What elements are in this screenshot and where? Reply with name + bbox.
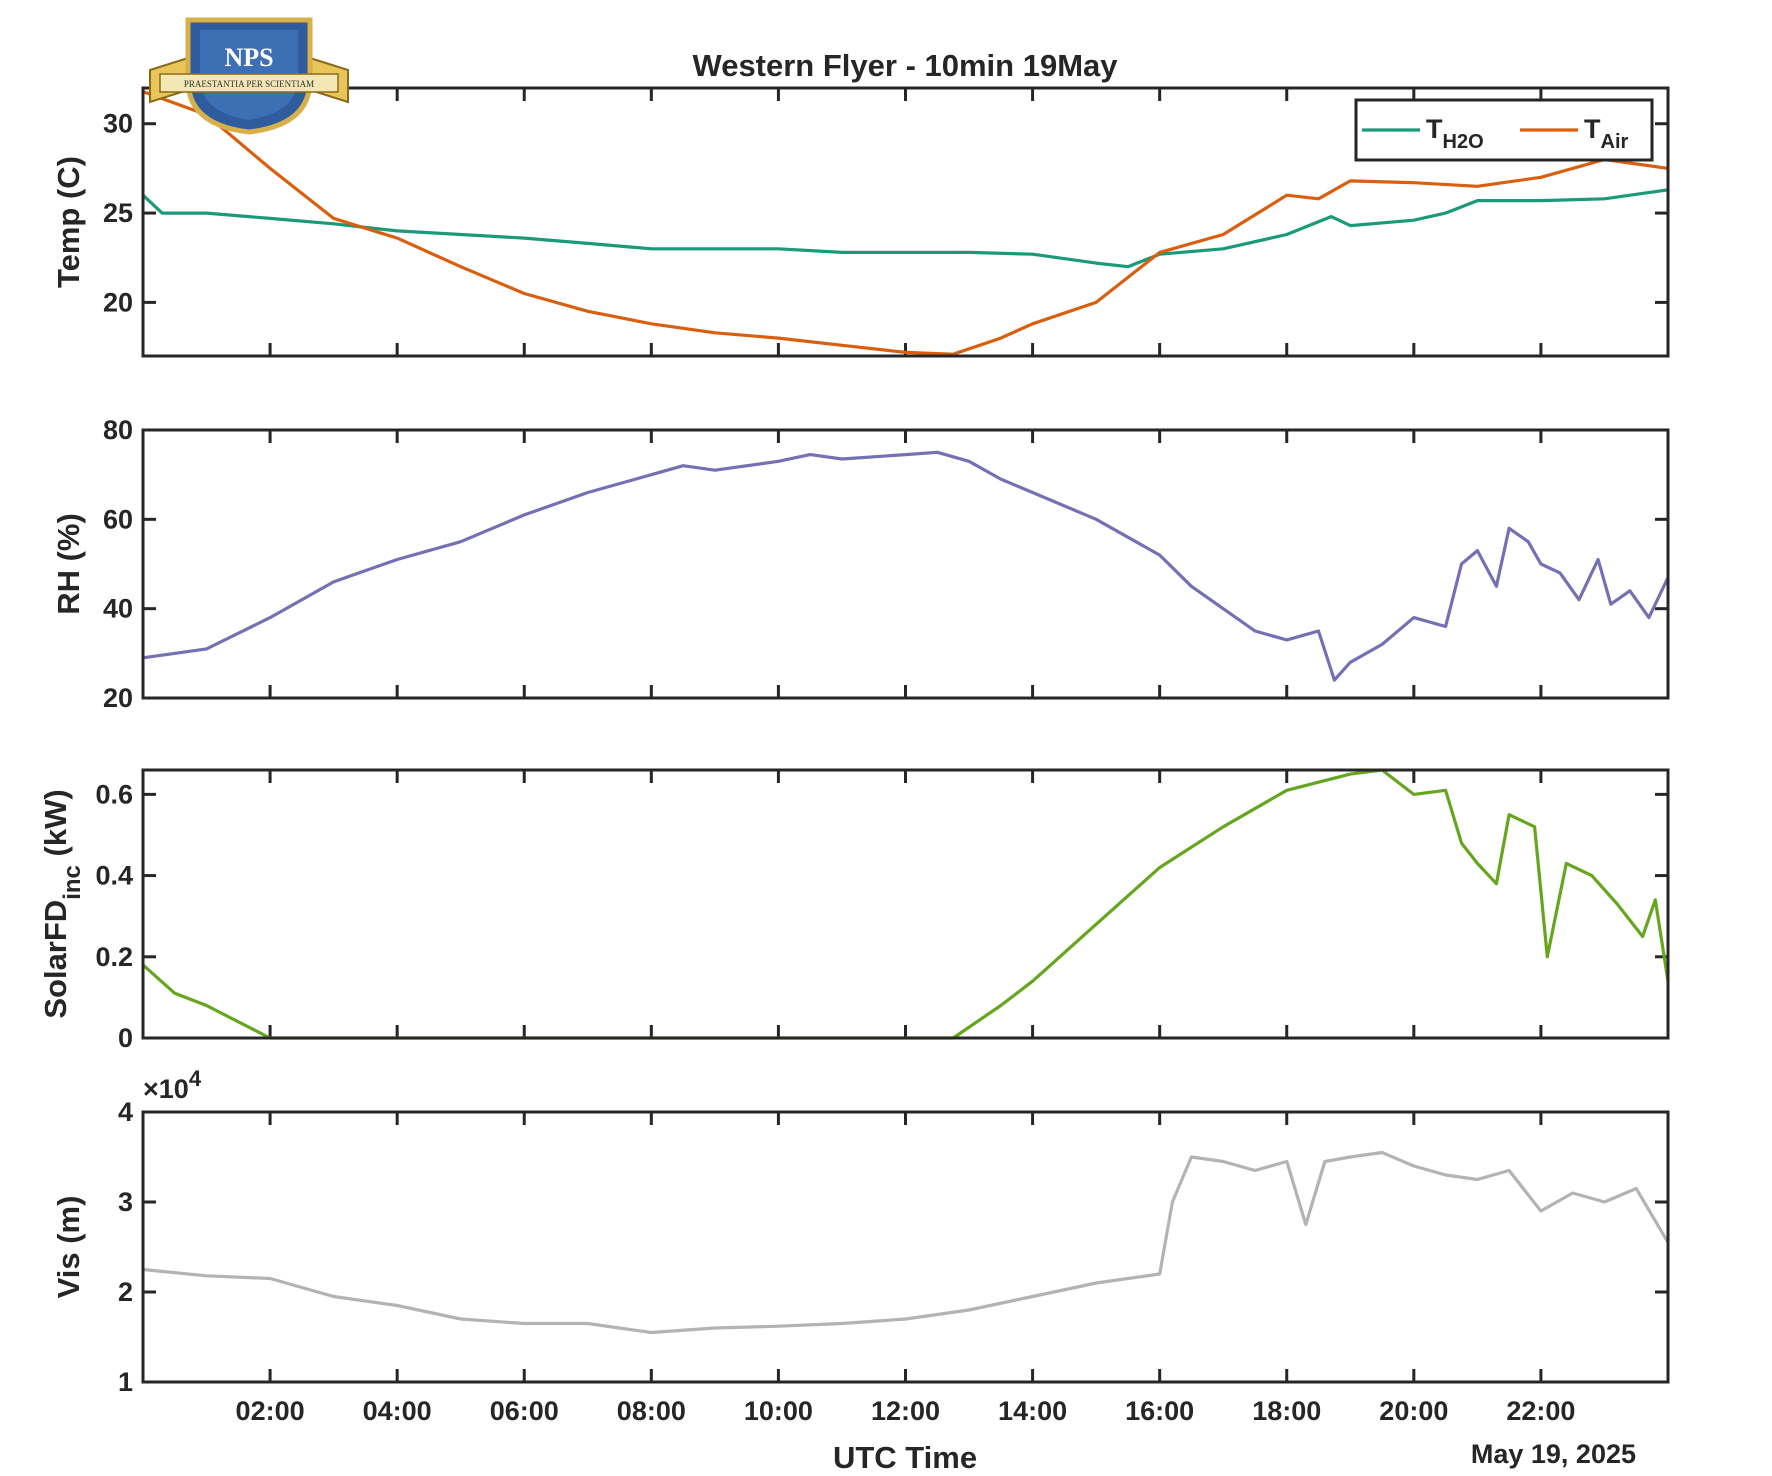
y-tick-label: 4 — [118, 1097, 133, 1127]
axes-box — [141, 768, 1670, 1040]
legend-entry: TH2O — [1426, 114, 1484, 153]
date-label: May 19, 2025 — [1471, 1439, 1636, 1469]
y-exponent-label: ×104 — [143, 1066, 202, 1104]
legend: TH2O TAir — [1354, 98, 1654, 162]
logo-text: NPS — [224, 43, 273, 72]
series-line-4 — [142, 1150, 1670, 1335]
logo-banner — [159, 73, 339, 93]
x-tick-label: 18:00 — [1252, 1396, 1321, 1426]
series-line-2 — [142, 450, 1670, 682]
plot-area — [143, 1112, 1668, 1382]
y-tick-label: 20 — [103, 683, 133, 713]
y-tick-label: 80 — [103, 415, 133, 445]
y-tick-label: 1 — [118, 1367, 133, 1397]
chart-title: Western Flyer - 10min 19May — [693, 48, 1119, 83]
x-tick-label: 06:00 — [490, 1396, 559, 1426]
y-tick-label: 0.4 — [95, 861, 133, 891]
chart-title-text: Western Flyer - 10min 19May — [693, 48, 1119, 83]
y-tick-label: 60 — [103, 504, 133, 534]
x-tick-label: 16:00 — [1125, 1396, 1194, 1426]
legend-entry: TAir — [1584, 114, 1629, 153]
y-tick-label: 25 — [103, 198, 133, 228]
panel-3: 0 0.2 0.4 0.6 SolarFDinc (kW) — [38, 768, 1670, 1053]
y-tick-label: 20 — [103, 287, 133, 317]
y-tick-label: 2 — [118, 1277, 133, 1307]
x-axis-label: UTC Time — [833, 1440, 977, 1475]
y-tick-label: 0.2 — [95, 942, 133, 972]
plot-area — [143, 430, 1668, 698]
x-tick-label: 20:00 — [1379, 1396, 1448, 1426]
y-axis-label: Vis (m) — [51, 1196, 86, 1299]
x-tick-label: 04:00 — [363, 1396, 432, 1426]
y-tick-label: 0.6 — [95, 779, 133, 809]
axes-box — [141, 1110, 1670, 1384]
y-tick-label: 30 — [103, 109, 133, 139]
y-tick-label: 0 — [118, 1023, 133, 1053]
axes-box — [141, 428, 1670, 700]
plot-area — [143, 770, 1668, 1038]
y-axis-label: SolarFDinc (kW) — [38, 789, 86, 1018]
panel-2: 20 40 60 80 RH (%) — [51, 415, 1670, 713]
y-axis-label: Temp (C) — [51, 156, 86, 288]
x-tick-label: 12:00 — [871, 1396, 940, 1426]
x-tick-label: 02:00 — [236, 1396, 305, 1426]
panel-4: 1 2 3 4 Vis (m) ×104 02:00 04:00 06:00 08:00 10:00… — [51, 1066, 1670, 1426]
x-tick-label: 22:00 — [1506, 1396, 1575, 1426]
x-tick-label: 10:00 — [744, 1396, 813, 1426]
panels: 20 25 30 Temp (C) TH2O TAir 20 40 60 80 RH (%) 0 0.2… — [38, 86, 1670, 1426]
nps-logo: NPS PRAESTANTIA PER SCIENTIAM — [149, 17, 349, 135]
logo-motto: PRAESTANTIA PER SCIENTIAM — [184, 79, 314, 89]
x-tick-label: 08:00 — [617, 1396, 686, 1426]
y-tick-label: 3 — [118, 1187, 133, 1217]
panel-1: 20 25 30 Temp (C) TH2O TAir — [51, 86, 1670, 358]
axes-box — [141, 86, 1670, 358]
x-tick-label: 14:00 — [998, 1396, 1067, 1426]
y-tick-label: 40 — [103, 594, 133, 624]
y-axis-label: RH (%) — [51, 513, 86, 615]
